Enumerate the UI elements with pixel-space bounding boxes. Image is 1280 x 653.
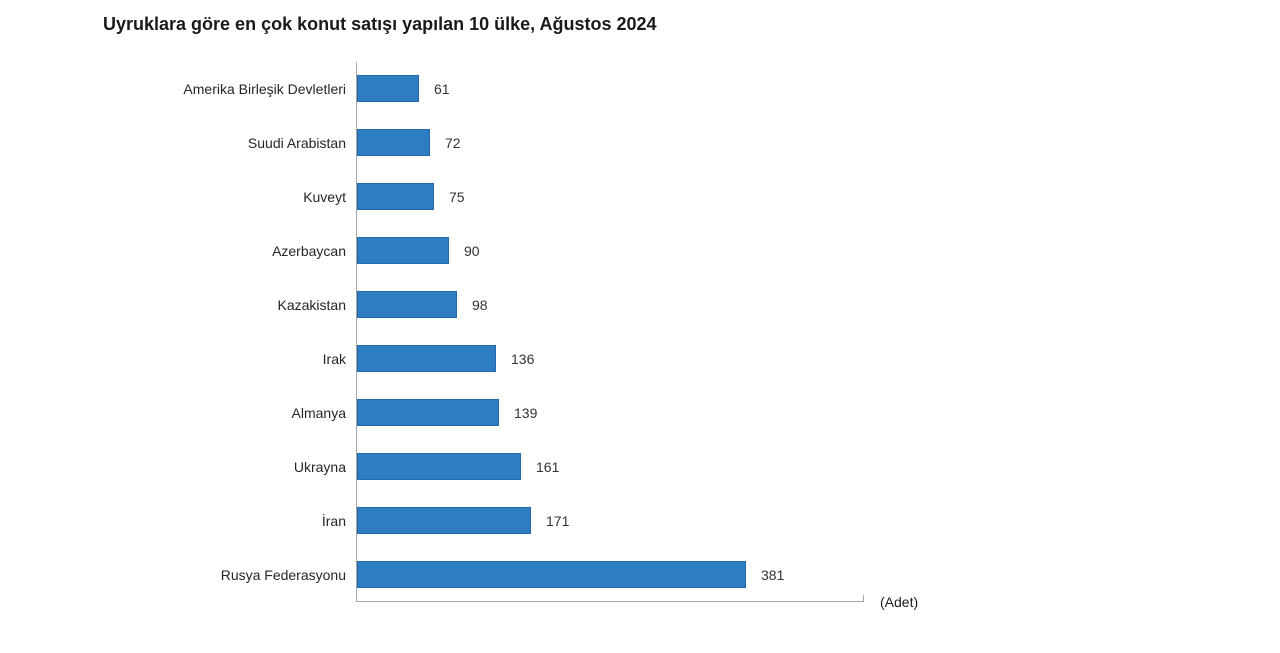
category-label: Almanya — [291, 405, 346, 421]
bar — [357, 561, 746, 588]
value-label: 139 — [514, 405, 538, 421]
category-label: Suudi Arabistan — [247, 135, 346, 151]
category-label: Ukrayna — [293, 459, 346, 475]
bar-row: Amerika Birleşik Devletleri 61 — [0, 62, 1280, 116]
category-label: Amerika Birleşik Devletleri — [183, 81, 346, 97]
bar — [357, 291, 457, 318]
bar — [357, 453, 521, 480]
bar — [357, 507, 531, 534]
value-label: 72 — [445, 135, 461, 151]
bar-row: Rusya Federasyonu 381 — [0, 548, 1280, 602]
value-label: 90 — [464, 243, 480, 259]
bar-row: Kuveyt 75 — [0, 170, 1280, 224]
category-label: İran — [321, 513, 346, 529]
value-label: 171 — [546, 513, 570, 529]
bar-row: Kazakistan 98 — [0, 278, 1280, 332]
y-axis-line — [356, 62, 357, 602]
value-label: 161 — [536, 459, 560, 475]
x-axis-end-tick — [863, 595, 864, 602]
value-label: 75 — [449, 189, 465, 205]
bar — [357, 183, 434, 210]
bar — [357, 75, 419, 102]
bar — [357, 129, 430, 156]
bar-row: Almanya 139 — [0, 386, 1280, 440]
x-axis-line — [356, 601, 864, 602]
category-label: Irak — [322, 351, 346, 367]
value-axis-unit-label: (Adet) — [880, 594, 919, 610]
value-label: 98 — [472, 297, 488, 313]
value-label: 136 — [511, 351, 535, 367]
category-label: Rusya Federasyonu — [220, 567, 346, 583]
bar-row: Azerbaycan 90 — [0, 224, 1280, 278]
category-label: Kuveyt — [303, 189, 346, 205]
category-label: Azerbaycan — [272, 243, 346, 259]
category-label: Kazakistan — [277, 297, 346, 313]
bar-row: Suudi Arabistan 72 — [0, 116, 1280, 170]
value-label: 61 — [434, 81, 450, 97]
bar-row: Ukrayna 161 — [0, 440, 1280, 494]
bar-row: İran 171 — [0, 494, 1280, 548]
bar — [357, 399, 499, 426]
value-label: 381 — [761, 567, 785, 583]
chart-title: Uyruklara göre en çok konut satışı yapıl… — [103, 14, 657, 34]
bar — [357, 345, 496, 372]
bar-row: Irak 136 — [0, 332, 1280, 386]
bar — [357, 237, 449, 264]
